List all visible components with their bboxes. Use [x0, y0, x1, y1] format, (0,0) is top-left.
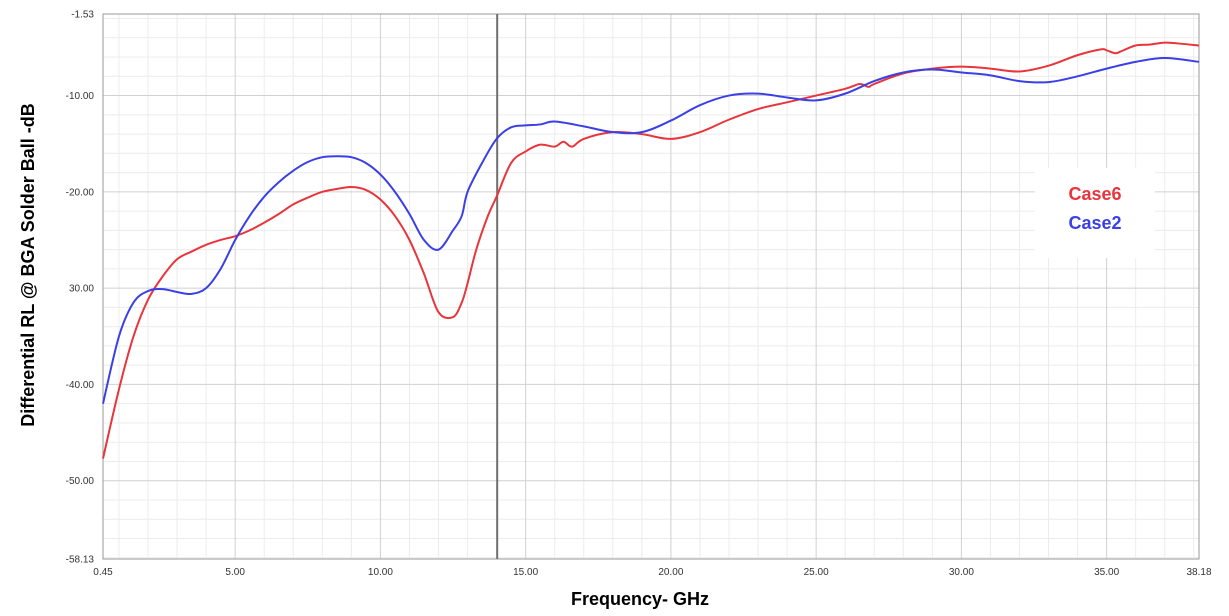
- y-tick-label: -10.00: [66, 91, 95, 102]
- x-tick-labels: 0.45 5.00 10.00 15.00 20.00 25.00 30.00 35.00 38…: [93, 567, 1212, 578]
- y-tick-label: -1.53: [71, 10, 94, 21]
- y-axis-title: Differential RL @ BGA Solder Ball -dB: [18, 103, 38, 427]
- x-tick-label: 10.00: [368, 567, 393, 578]
- series-line-case6: [102, 41, 1200, 459]
- x-tick-label: 25.00: [804, 567, 829, 578]
- legend-box: [1035, 168, 1155, 258]
- x-tick-label: 15.00: [513, 567, 538, 578]
- x-tick-label: 35.00: [1094, 567, 1119, 578]
- series-lines: [102, 41, 1200, 459]
- legend-entry-case6: Case6: [1068, 184, 1121, 204]
- x-tick-label: 0.45: [93, 567, 113, 578]
- x-tick-label: 38.18: [1186, 567, 1211, 578]
- series-line-case2: [102, 57, 1200, 404]
- y-tick-label: -50.00: [66, 476, 95, 487]
- x-tick-label: 20.00: [658, 567, 683, 578]
- y-tick-label: -40.00: [66, 380, 95, 391]
- legend: Case6 Case2: [1035, 168, 1155, 258]
- y-tick-label: -20.00: [66, 187, 95, 198]
- grid-major: [102, 13, 1200, 560]
- plot-frame: [102, 13, 1200, 560]
- x-tick-label: 30.00: [949, 567, 974, 578]
- y-tick-label: 30.00: [69, 284, 94, 295]
- x-tick-label: 5.00: [225, 567, 245, 578]
- x-axis-title: Frequency- GHz: [571, 589, 709, 609]
- y-tick-label: -58.13: [66, 555, 95, 566]
- y-tick-labels: -1.53 -10.00 -20.00 30.00 -40.00 -50.00 -58.13: [66, 10, 95, 566]
- legend-entry-case2: Case2: [1068, 213, 1121, 233]
